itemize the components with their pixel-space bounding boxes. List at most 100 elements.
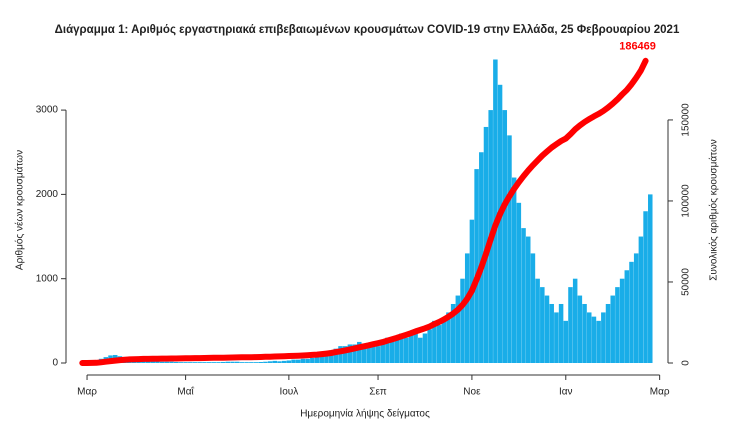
bar (375, 346, 381, 363)
bar (277, 361, 282, 363)
bar (535, 278, 540, 363)
bar (159, 361, 165, 363)
x-tick-label: Μαρ (77, 387, 97, 398)
y-tick-label: 1000 (36, 273, 59, 284)
y2-tick-label: 100000 (681, 184, 692, 218)
bar (507, 135, 512, 363)
bar (281, 360, 287, 363)
bar (582, 303, 587, 363)
bar (192, 362, 198, 363)
bar (267, 361, 273, 363)
bar (441, 320, 447, 363)
y-tick-label: 3000 (36, 105, 59, 116)
bar (211, 362, 217, 363)
bar (558, 303, 564, 363)
bar (610, 295, 615, 363)
bar (333, 348, 339, 363)
y2-tick-label: 150000 (681, 103, 692, 137)
bar (352, 344, 357, 363)
bar (347, 344, 353, 363)
bar (432, 320, 437, 363)
bar (629, 261, 634, 363)
bar (624, 270, 630, 363)
chart-title: Διάγραμμα 1: Αριθμός εργαστηριακά επιβεβ… (55, 24, 680, 36)
bar (568, 287, 573, 363)
bar (516, 202, 522, 363)
bar (540, 287, 545, 363)
bar (202, 362, 207, 363)
bar (272, 360, 278, 363)
bar (464, 253, 470, 363)
bar (422, 333, 428, 363)
bar (530, 253, 536, 363)
bar (502, 110, 508, 363)
bar (525, 236, 531, 363)
bar (413, 329, 418, 363)
bar (178, 362, 184, 363)
bar (295, 359, 301, 363)
bar (239, 362, 245, 363)
x-tick-label: Μαρ (650, 387, 670, 398)
bar (427, 329, 432, 363)
bar (244, 362, 249, 363)
bar (394, 337, 400, 363)
bar (633, 253, 639, 363)
bar (150, 360, 156, 363)
bar (596, 320, 601, 363)
bar (225, 361, 231, 363)
bar (577, 295, 583, 363)
bar (230, 361, 235, 363)
bar (183, 362, 188, 363)
bar (338, 346, 343, 363)
bar (572, 278, 578, 363)
bar (385, 337, 390, 363)
bar (310, 357, 315, 363)
bar (638, 236, 644, 363)
end-label: 186469 (619, 41, 656, 53)
bar (648, 194, 653, 363)
y2-axis-label: Συνολικός αριθμός κρουσμάτων (708, 139, 720, 281)
bar (216, 362, 221, 363)
bar (361, 343, 367, 363)
bar (324, 352, 329, 363)
x-tick-label: Μαΐ (177, 386, 194, 398)
bar (258, 361, 263, 363)
bar (173, 361, 179, 363)
bar (319, 354, 324, 363)
bar (249, 362, 254, 363)
bar (418, 337, 423, 363)
bar (436, 325, 442, 363)
bar (305, 358, 310, 363)
bar (591, 316, 597, 363)
bar (554, 312, 559, 363)
bar (615, 287, 620, 363)
bar (474, 169, 479, 363)
bar (493, 59, 498, 364)
bar (291, 359, 296, 363)
bar (586, 312, 592, 363)
bar (460, 278, 465, 363)
x-tick-label: Σεπ (369, 387, 387, 398)
bar (380, 341, 385, 363)
bar (521, 228, 526, 363)
bar (619, 278, 625, 363)
y2-tick-label: 50000 (681, 268, 692, 296)
bar (328, 350, 334, 363)
bar (357, 341, 362, 363)
bar (314, 356, 320, 363)
x-tick-label: Ιουλ (279, 387, 298, 398)
bar (408, 333, 414, 363)
bar (206, 362, 212, 363)
bar (234, 361, 240, 363)
bar (605, 303, 611, 363)
y-axis-label: Αριθμός νέων κρουσμάτων (14, 150, 26, 270)
bar (450, 303, 456, 363)
bar (399, 333, 404, 363)
bar (371, 344, 376, 363)
bar (544, 295, 550, 363)
bar (389, 341, 395, 363)
bar (479, 152, 484, 363)
bar (511, 177, 517, 363)
